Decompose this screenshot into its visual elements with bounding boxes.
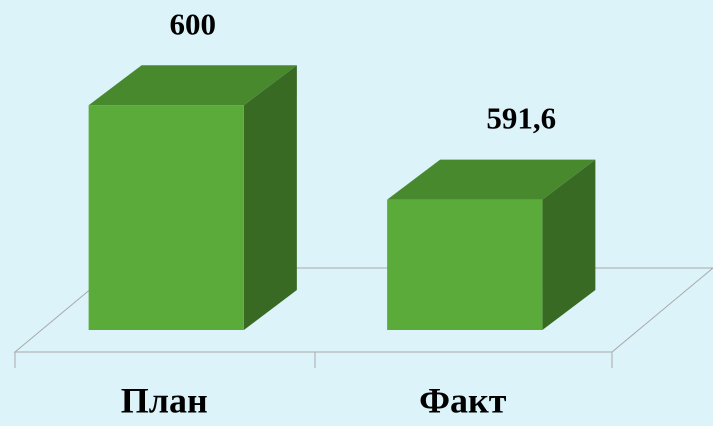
bar: [387, 199, 543, 330]
x-tick-label: Факт: [419, 380, 507, 420]
x-tick-label: План: [121, 380, 208, 420]
bar-top: [88, 65, 297, 106]
bar-side: [243, 65, 297, 330]
bar-top: [387, 159, 596, 200]
data-label: 591,6: [486, 101, 556, 136]
data-label: 600: [170, 6, 217, 41]
bar-side: [542, 159, 596, 330]
bar: [88, 105, 244, 330]
